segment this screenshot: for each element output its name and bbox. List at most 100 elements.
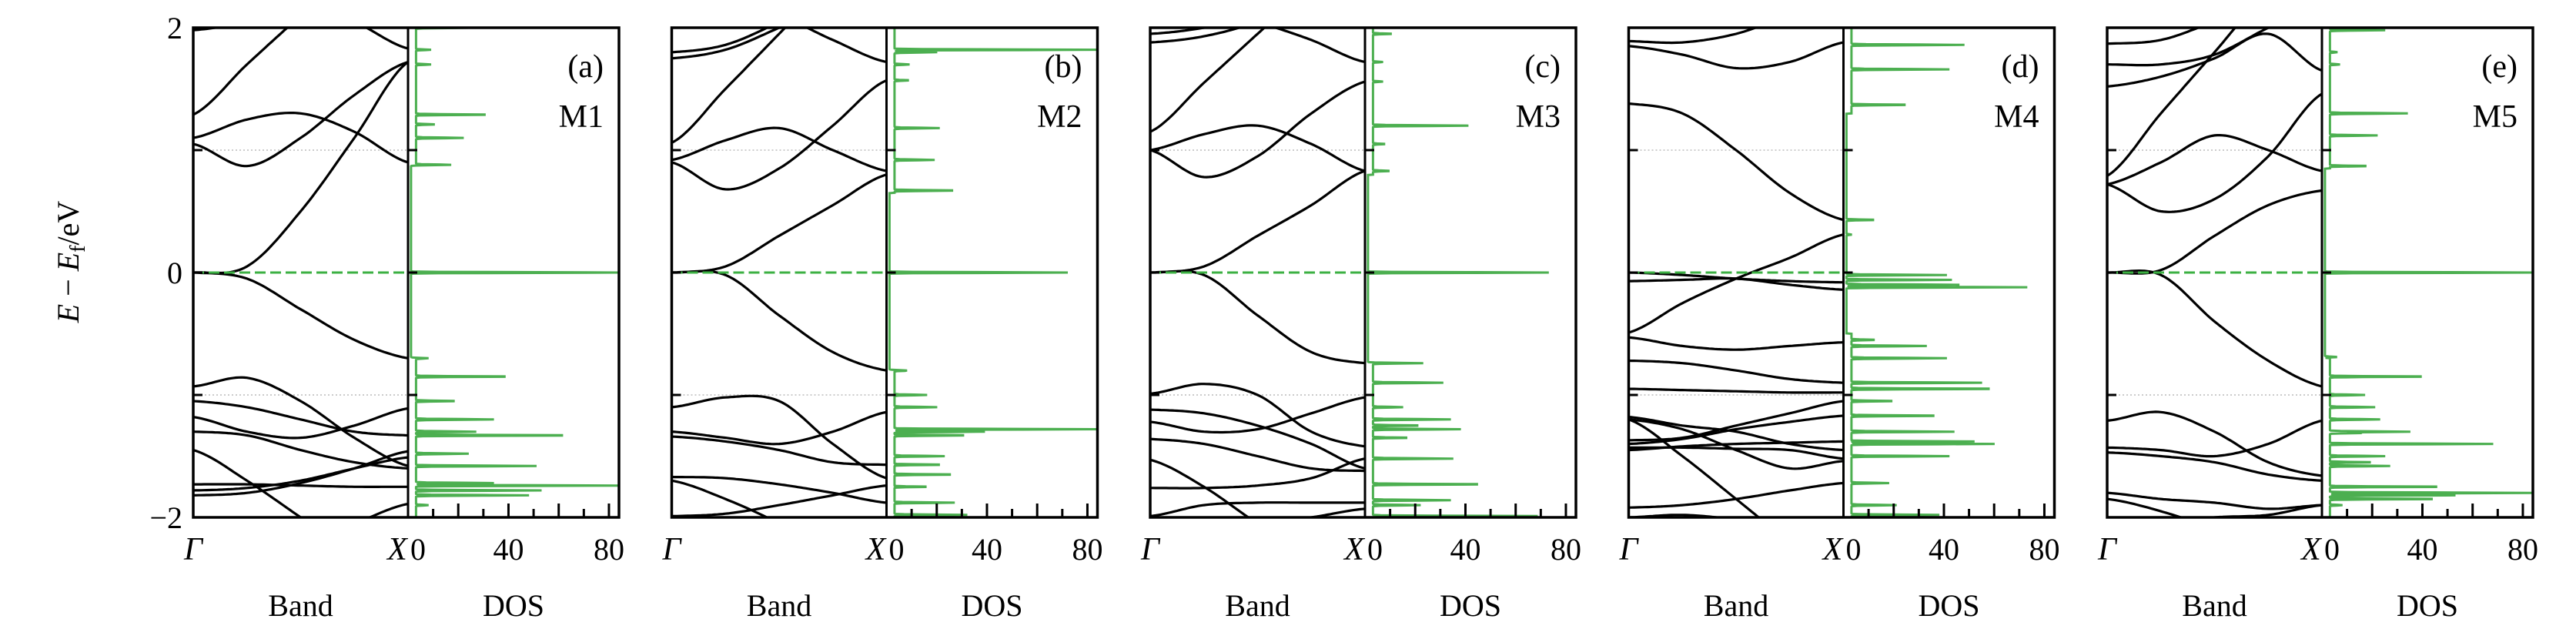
band-line (2107, 28, 2202, 45)
dos-tick-label: 80 (1072, 532, 1102, 567)
band-line (1628, 359, 1844, 384)
y-axis-label: E − Ef/eV (51, 201, 90, 324)
panel-m3: Γ X 0 40 80 Band DOS (c) M3 (1140, 26, 1581, 623)
band-line (1150, 501, 1365, 517)
dos-curve (888, 28, 1098, 517)
dos-tick-label: 80 (2507, 532, 2538, 567)
band-line (2107, 410, 2323, 477)
panel-m2: Γ X 0 40 80 Band DOS (b) M2 (662, 26, 1102, 623)
band-line (2107, 134, 2323, 186)
dos-tick-label: 0 (889, 532, 905, 567)
panel-m5: Γ X 0 40 80 Band DOS (e) M5 (2097, 26, 2538, 623)
band-line (1272, 28, 1366, 64)
dos-curve (410, 28, 619, 517)
band-line (1628, 336, 1844, 351)
band-line (1150, 396, 1366, 434)
band-line (1150, 80, 1366, 179)
dos-axis-label: DOS (2397, 588, 2458, 623)
band-line (1150, 269, 1366, 365)
dos-tick-label: 80 (2029, 532, 2059, 567)
k-label-x: X (865, 532, 888, 567)
band-line (1150, 124, 1366, 172)
dos-tick-label: 40 (1450, 532, 1480, 567)
band-line (1628, 514, 1728, 517)
band-line (1628, 481, 1844, 509)
k-label-x: X (386, 532, 409, 567)
dos-tick-label: 40 (493, 532, 524, 567)
k-label-x: X (1822, 532, 1845, 567)
dos-tick-label: 40 (972, 532, 1002, 567)
band-line (671, 28, 787, 144)
band-line (1628, 387, 1844, 394)
band-line (2107, 419, 2323, 458)
band-line (2107, 491, 2323, 510)
k-label-x: X (1343, 532, 1366, 567)
band-line (671, 269, 887, 372)
band-line (671, 28, 770, 54)
k-label-gamma: Γ (662, 532, 683, 567)
panel-tag: (c) (1524, 49, 1561, 85)
band-line (671, 79, 888, 191)
panel-model-name: M5 (2473, 99, 2517, 135)
panel-tag: (a) (567, 49, 604, 85)
band-line (671, 173, 887, 274)
k-label-gamma: Γ (1619, 532, 1640, 567)
k-label-gamma: Γ (1140, 532, 1161, 567)
band-line (193, 28, 224, 32)
band-line (804, 28, 887, 64)
band-line (1150, 437, 1366, 473)
band-line (193, 376, 409, 467)
band-line (2107, 269, 2323, 388)
band-line (671, 435, 887, 467)
band-line (1628, 400, 1844, 442)
dos-tick-label: 40 (2407, 532, 2437, 567)
band-line (193, 61, 409, 275)
dos-axis-label: DOS (1918, 588, 1979, 623)
panel-m4: Γ X 0 40 80 Band DOS (d) M4 (1619, 26, 2059, 623)
band-line (1628, 233, 1844, 334)
panel-model-name: M4 (1994, 99, 2039, 135)
k-label-x: X (2300, 532, 2323, 567)
band-line (2201, 504, 2323, 517)
band-line (193, 28, 289, 116)
band-line (1150, 169, 1366, 274)
band-line (2107, 28, 2237, 177)
band-line (1628, 41, 1844, 70)
y-tick-label: −2 (149, 500, 182, 535)
dos-tick-label: 0 (410, 532, 426, 567)
dos-curve (2323, 28, 2533, 517)
band-line (2107, 32, 2323, 88)
band-line (671, 394, 888, 480)
dos-axis-label: DOS (483, 588, 544, 623)
band-line (1150, 408, 1366, 470)
band-line (671, 126, 887, 172)
dos-axis-label: DOS (961, 588, 1022, 623)
band-line (193, 407, 409, 440)
band-line (1150, 28, 1212, 35)
panel-tag: (b) (1045, 49, 1082, 85)
band-line (2107, 28, 2271, 67)
y-tick-label: 0 (167, 256, 182, 290)
dos-tick-label: 0 (1367, 532, 1383, 567)
dos-tick-label: 0 (2324, 532, 2340, 567)
band-line (193, 483, 408, 488)
band-line (1628, 416, 1844, 452)
panel-model-name: M3 (1516, 99, 1561, 135)
dos-tick-label: 0 (1846, 532, 1862, 567)
band-line (363, 28, 409, 50)
band-line (1150, 458, 1251, 517)
band-line (1628, 446, 1844, 460)
band-line (193, 271, 409, 360)
band-line (193, 400, 409, 437)
band-line (1150, 28, 1266, 133)
dos-tick-label: 40 (1929, 532, 1959, 567)
panel-tag: (e) (2481, 49, 2517, 85)
band-axis-label: Band (268, 588, 333, 623)
band-line (671, 479, 770, 517)
band-axis-label: Band (1225, 588, 1290, 623)
band-line (1150, 28, 1244, 44)
band-line (1628, 102, 1844, 222)
band-axis-label: Band (747, 588, 811, 623)
band-axis-label: Band (1704, 588, 1768, 623)
